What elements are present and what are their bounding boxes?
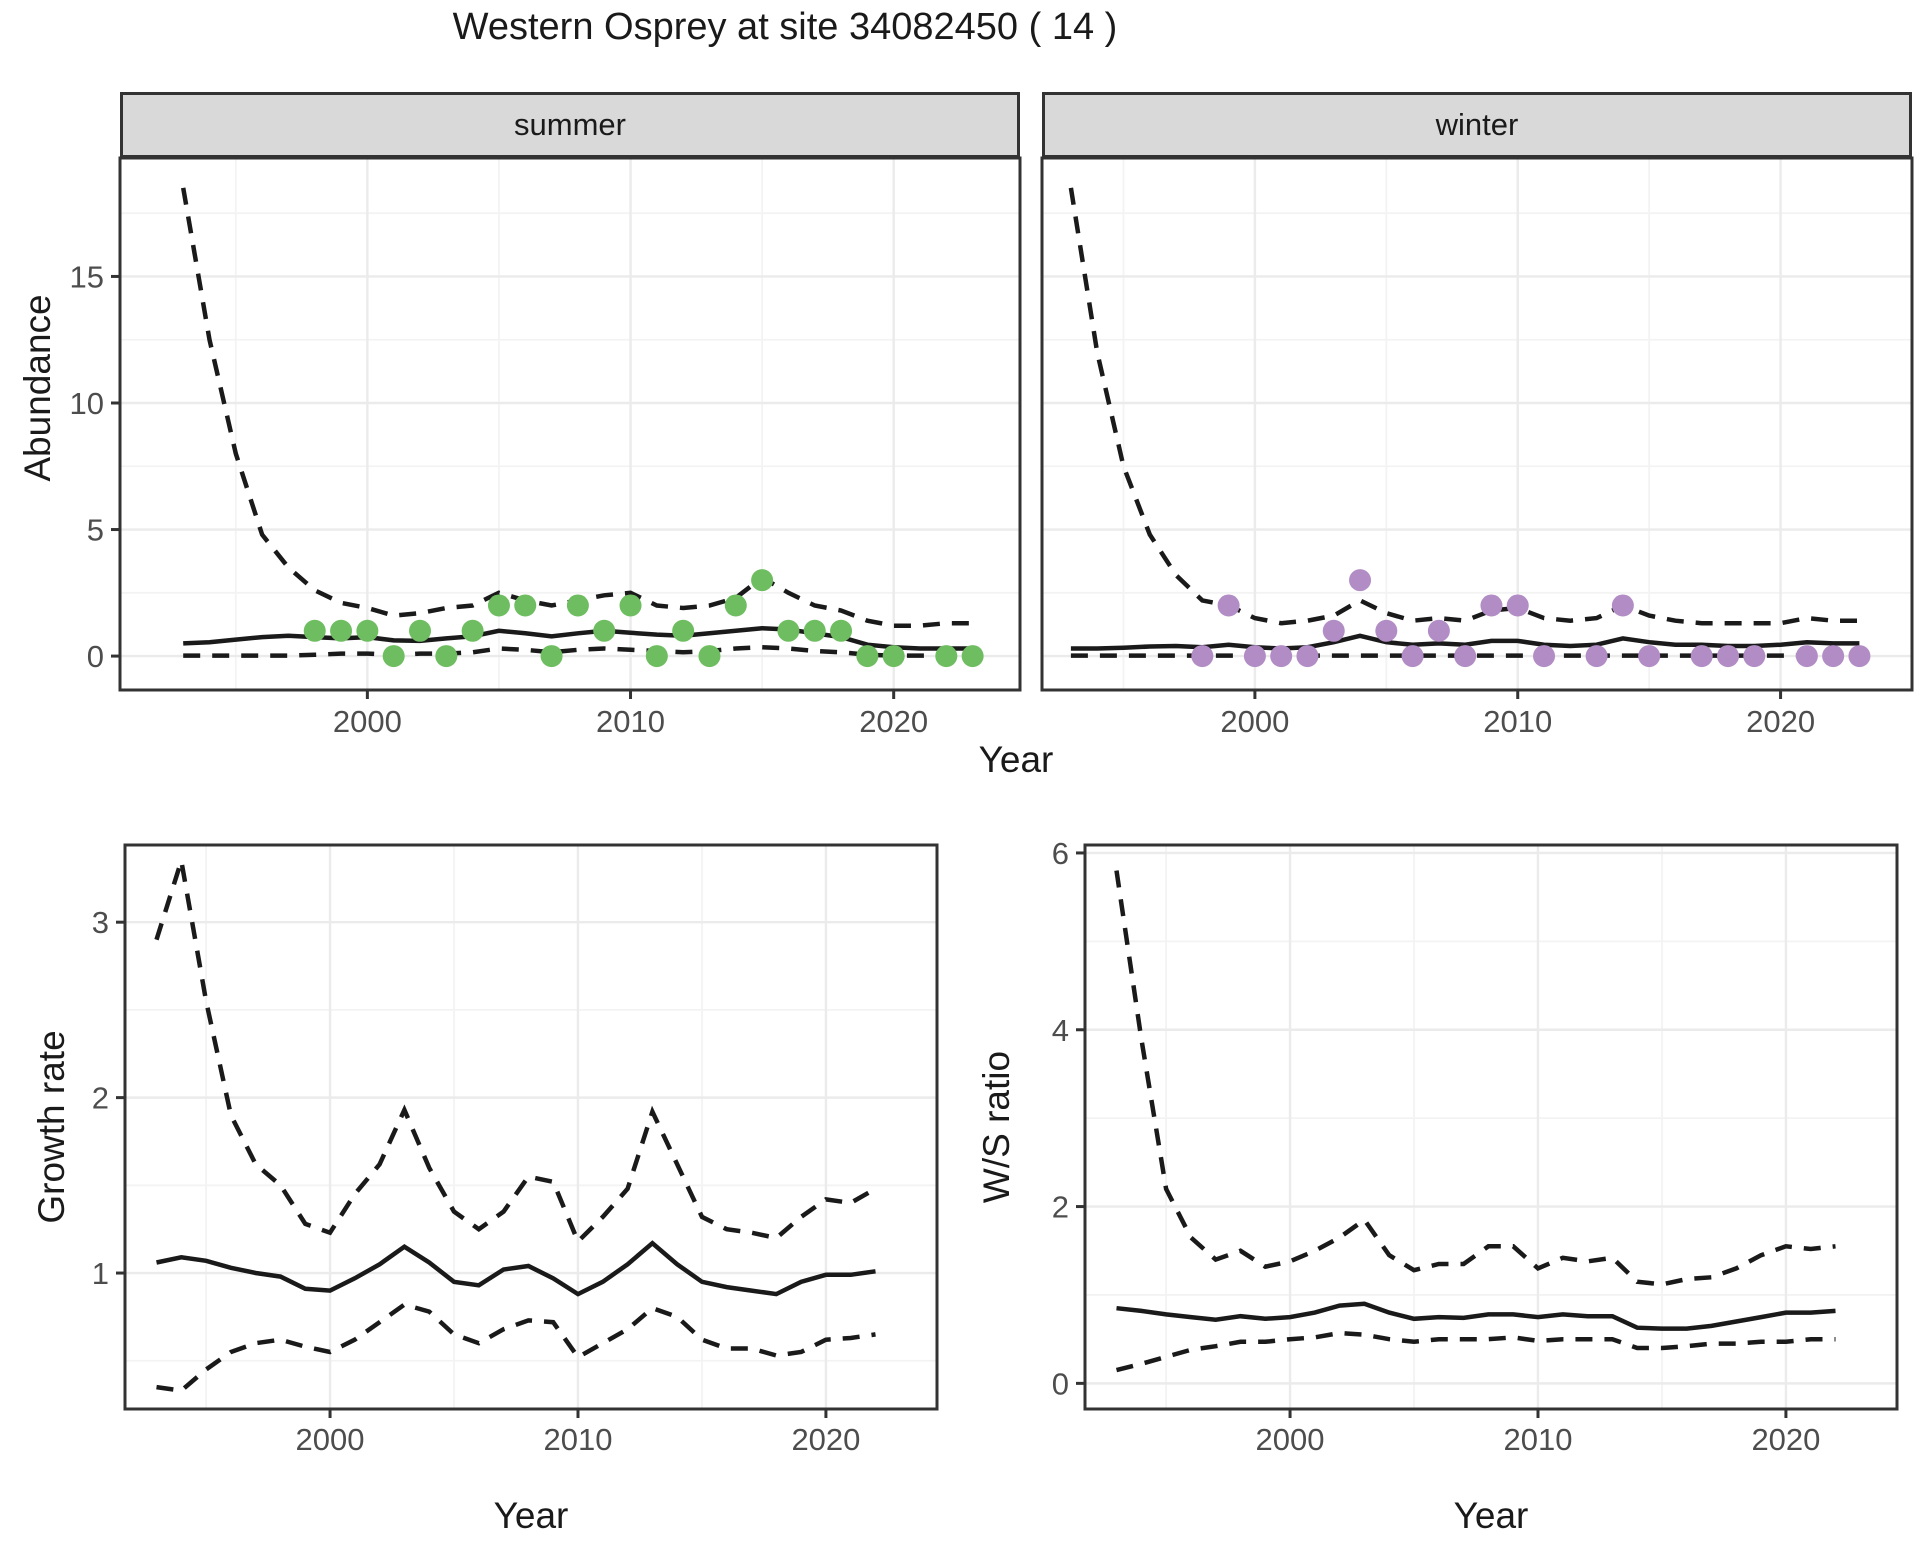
data-point [1427,619,1450,642]
data-point [724,594,747,617]
data-point [1690,645,1713,668]
data-point [1243,645,1266,668]
data-point [1296,645,1319,668]
y-tick-label: 0 [87,639,104,674]
panel-border [1083,843,1899,1411]
lower-ci-line [183,644,973,658]
data-point [1717,645,1740,668]
data-point [1217,594,1240,617]
facet-strip-winter: winter [1042,92,1912,158]
data-point [1454,645,1477,668]
data-point [830,619,853,642]
data-point [540,645,563,668]
y-axis-title-growth-rate: Growth rate [31,1030,72,1224]
data-point [698,645,721,668]
data-point [1349,569,1372,592]
panel-border [118,156,1022,692]
data-point [435,645,458,668]
data-point [1611,594,1634,617]
data-point [1191,645,1214,668]
x-axis-title-year-growth: Year [493,1495,569,1536]
data-point [1506,594,1529,617]
panel-background [1085,845,1897,1409]
y-tick-label: 1 [92,1256,109,1291]
y-tick-label: 5 [87,513,104,548]
data-point [1795,645,1818,668]
data-point [1585,645,1608,668]
data-point [1375,619,1398,642]
data-point [1322,619,1345,642]
data-point [461,619,484,642]
facet-strip-summer-label: summer [514,107,626,142]
y-tick-label: 4 [1052,1013,1069,1048]
plot-title: Western Osprey at site 34082450 ( 14 ) [452,6,1118,48]
data-point [961,645,984,668]
y-tick-label: 6 [1052,836,1069,871]
panel-border [123,843,939,1411]
x-tick-label: 2000 [1256,1422,1325,1457]
data-point [1638,645,1661,668]
x-axis-title-year-ws: Year [1453,1495,1529,1536]
data-point [514,594,537,617]
upper-ci-line [154,860,877,1246]
panel-background [1042,158,1912,690]
x-tick-label: 2010 [596,704,665,739]
data-point [777,619,800,642]
data-point [935,645,958,668]
data-point [1743,645,1766,668]
x-tick-label: 2020 [1746,704,1815,739]
lower-ci-line [1115,1330,1836,1373]
data-point [593,619,616,642]
data-point [1848,645,1871,668]
y-axis-title-ws-ratio: W/S ratio [976,1050,1017,1204]
data-point [382,645,405,668]
data-point [566,594,589,617]
data-point [1480,594,1503,617]
facet-strip-winter-label: winter [1435,107,1519,142]
data-point [356,619,379,642]
x-tick-label: 2010 [1483,704,1552,739]
upper-ci-line [1068,187,1860,626]
data-point [803,619,826,642]
y-tick-label: 3 [92,905,109,940]
data-point [1533,645,1556,668]
facet-strip-summer: summer [120,92,1020,158]
x-tick-label: 2020 [859,704,928,739]
y-axis-title-abundance: Abundance [17,294,58,482]
data-point [1822,645,1845,668]
data-point [487,594,510,617]
y-tick-label: 2 [92,1081,109,1116]
x-tick-label: 2000 [333,704,402,739]
median-line [156,1240,876,1297]
data-point [672,619,695,642]
data-point [619,594,642,617]
panel-background [125,845,937,1409]
data-point [882,645,905,668]
data-point [645,645,668,668]
x-tick-label: 2010 [1504,1422,1573,1457]
x-tick-label: 2000 [1220,704,1289,739]
lower-ci-line [156,1302,876,1393]
data-point [856,645,879,668]
x-tick-label: 2020 [791,1422,860,1457]
y-tick-label: 10 [70,386,104,421]
data-point [330,619,353,642]
median-line [1116,1301,1836,1331]
data-point [1270,645,1293,668]
y-tick-label: 15 [70,259,104,294]
data-point [1401,645,1424,668]
y-tick-label: 0 [1052,1366,1069,1401]
x-tick-label: 2000 [296,1422,365,1457]
data-point [409,619,431,642]
data-point [751,569,774,592]
data-point [303,619,326,642]
panel-border [1040,156,1914,692]
x-tick-label: 2010 [544,1422,613,1457]
x-axis-title-year-top: Year [978,739,1054,780]
x-tick-label: 2020 [1751,1422,1820,1457]
y-tick-label: 2 [1052,1190,1069,1225]
